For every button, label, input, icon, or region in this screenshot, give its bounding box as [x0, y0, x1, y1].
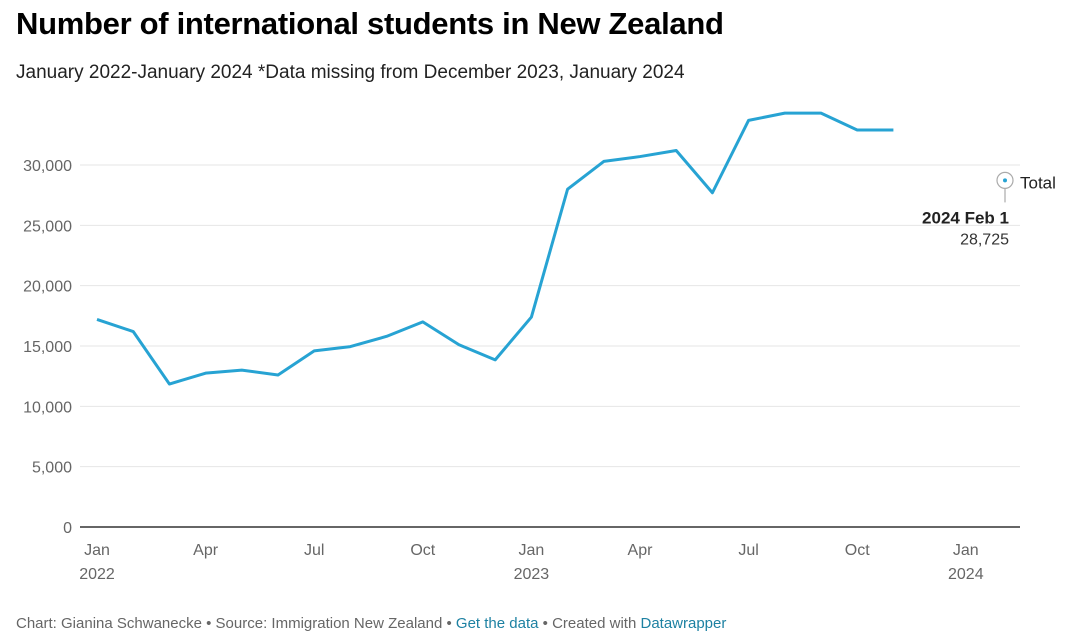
chart-credit: Chart: Gianina Schwanecke [16, 615, 202, 632]
chart-subtitle: January 2022-January 2024 *Data missing … [16, 62, 685, 83]
separator: • [446, 615, 452, 632]
x-tick-year: 2022 [79, 566, 115, 583]
x-tick-year: 2023 [514, 566, 550, 583]
annotation-dot [1003, 178, 1007, 183]
x-tick-label: Jul [304, 542, 324, 559]
y-tick-label: 20,000 [23, 279, 72, 296]
x-tick-label: Oct [410, 542, 435, 559]
annotation-series-label: Total [1020, 173, 1056, 192]
x-tick-label: Jan [84, 542, 110, 559]
chart-footer: Chart: Gianina Schwanecke • Source: Immi… [16, 615, 726, 632]
separator: • [206, 615, 212, 632]
created-with-text: Created with [552, 615, 637, 632]
x-tick-label: Jan [519, 542, 545, 559]
chart-source: Source: Immigration New Zealand [215, 615, 443, 632]
x-tick-label: Apr [193, 542, 219, 559]
y-tick-label: 25,000 [23, 218, 72, 235]
x-tick-label: Oct [845, 542, 870, 559]
x-tick-year: 2024 [948, 566, 984, 583]
x-tick-label: Jul [738, 542, 758, 559]
x-tick-label: Apr [628, 542, 654, 559]
y-tick-label: 30,000 [23, 158, 72, 175]
y-tick-label: 10,000 [23, 399, 72, 416]
y-tick-label: 0 [63, 520, 72, 537]
datawrapper-link[interactable]: Datawrapper [640, 615, 727, 632]
series-line-total [96, 111, 894, 386]
annotation-value: 28,725 [960, 231, 1009, 248]
chart-title: Number of international students in New … [16, 6, 724, 41]
x-tick-label: Jan [953, 542, 979, 559]
annotation-date: 2024 Feb 1 [922, 208, 1009, 227]
get-data-link[interactable]: Get the data [455, 615, 539, 632]
separator: • [542, 615, 548, 632]
y-tick-label: 5,000 [32, 460, 72, 477]
y-tick-label: 15,000 [23, 339, 72, 356]
line-chart: 0 5,000 10,000 15,000 20,000 25,000 30,000 Jan 2… [23, 111, 1056, 583]
